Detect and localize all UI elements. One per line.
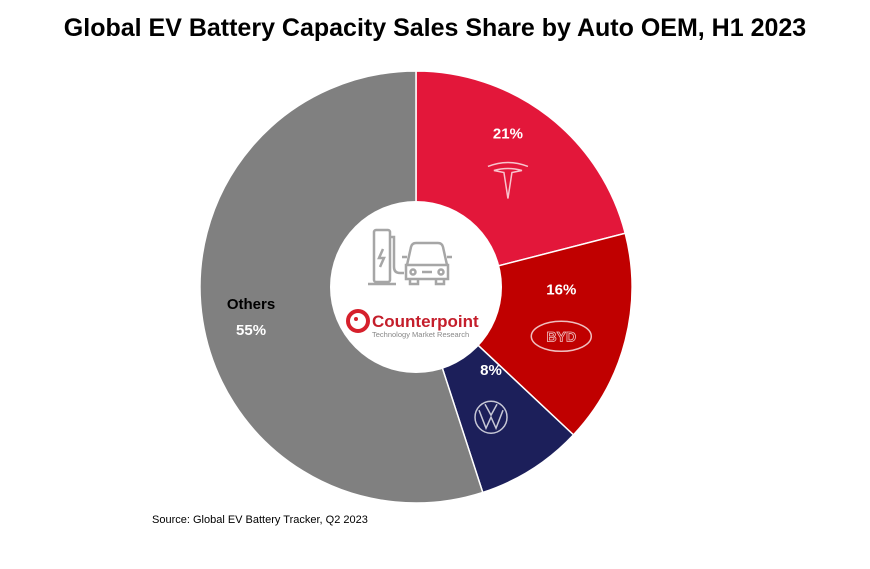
source-note: Source: Global EV Battery Tracker, Q2 20…	[152, 514, 368, 526]
byd-logo-icon: BYD	[530, 320, 593, 353]
svg-text:BYD: BYD	[547, 328, 577, 344]
slice-value-label: 55%	[236, 322, 266, 339]
slice-value-label: 16%	[546, 281, 576, 298]
brand-name: Counterpoint	[372, 312, 479, 331]
chart-title: Global EV Battery Capacity Sales Share b…	[63, 14, 807, 42]
donut-hole	[330, 201, 502, 373]
slice-name-label: Others	[227, 296, 275, 313]
brand-tagline: Technology Market Research	[372, 330, 469, 339]
slice-value-label: 8%	[480, 362, 502, 379]
ev-charging-icon	[368, 228, 452, 286]
slice-value-label: 21%	[493, 125, 523, 142]
tesla-logo-icon	[487, 161, 529, 199]
vw-logo-icon	[474, 400, 508, 434]
